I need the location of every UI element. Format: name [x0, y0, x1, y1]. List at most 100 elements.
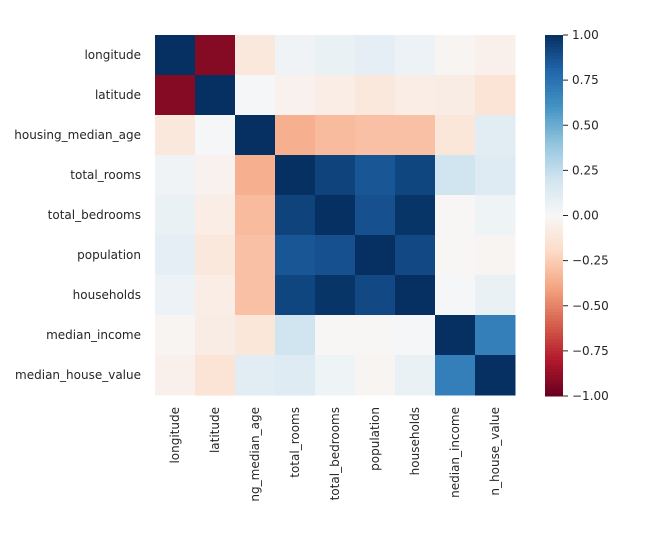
heatmap-cell — [475, 75, 516, 116]
heatmap-cell — [195, 355, 236, 396]
colorbar-segment — [545, 209, 563, 214]
colorbar-segment — [545, 257, 563, 262]
colorbar-tick-label: 0.75 — [572, 73, 599, 87]
colorbar-segment — [545, 353, 563, 358]
heatmap-cell — [355, 275, 396, 316]
colorbar-segment — [545, 344, 563, 349]
colorbar-tick-label: 0.25 — [572, 163, 599, 177]
row-label: latitude — [95, 88, 141, 102]
heatmap-cell — [235, 115, 276, 156]
colorbar-segment — [545, 374, 563, 379]
colorbar-tick-label: −0.50 — [572, 299, 609, 313]
column-label: total_bedrooms — [328, 407, 342, 500]
colorbar-segment — [545, 35, 563, 39]
heatmap-cell — [195, 35, 236, 76]
heatmap-cell — [475, 115, 516, 156]
colorbar-segment — [545, 89, 563, 93]
colorbar-segment — [545, 302, 563, 307]
heatmap-cell — [355, 315, 396, 356]
colorbar-segment — [545, 140, 563, 144]
colorbar-segment — [545, 113, 563, 117]
colorbar-segment — [545, 365, 563, 370]
colorbar-segment — [545, 386, 563, 391]
heatmap-cell — [275, 235, 316, 276]
colorbar-segment — [545, 380, 563, 385]
heatmap-cell — [395, 355, 436, 396]
colorbar-segment — [545, 317, 563, 322]
colorbar-segment — [545, 215, 563, 220]
colorbar-segment — [545, 281, 563, 286]
column-label: total_rooms — [288, 407, 302, 478]
colorbar-segment — [545, 191, 563, 196]
colorbar-segment — [545, 251, 563, 256]
column-label: households — [408, 407, 422, 475]
heatmap-cell — [435, 275, 476, 316]
colorbar-segment — [545, 329, 563, 334]
colorbar-segment — [545, 269, 563, 274]
heatmap-cell — [435, 315, 476, 356]
colorbar-ticks: 1.00 0.75 0.50 0.25 0.00 −0.25 −0.50 −0.75 −1.00 — [563, 28, 609, 403]
colorbar-segment — [545, 92, 563, 96]
heatmap-cell — [315, 35, 356, 76]
heatmap-cell — [475, 235, 516, 276]
heatmap-cell — [195, 75, 236, 116]
heatmap-cell — [315, 75, 356, 116]
colorbar-segment — [545, 176, 563, 180]
heatmap-cell — [155, 35, 196, 76]
colorbar-segment — [545, 104, 563, 108]
heatmap-cell — [395, 115, 436, 156]
colorbar-segment — [545, 47, 563, 51]
colorbar-segment — [545, 137, 563, 141]
colorbar-segment — [545, 248, 563, 253]
column-label: nedian_income — [448, 407, 462, 498]
colorbar-segment — [545, 203, 563, 208]
colorbar-segment — [545, 260, 563, 265]
heatmap-cell — [195, 235, 236, 276]
colorbar-tick-label: −0.25 — [572, 254, 609, 268]
colorbar-segment — [545, 284, 563, 289]
heatmap-cell — [235, 315, 276, 356]
colorbar-segment — [545, 323, 563, 328]
colorbar-segment — [545, 239, 563, 244]
heatmap-cell — [275, 155, 316, 196]
colorbar-segment — [545, 86, 563, 90]
heatmap-cell — [235, 235, 276, 276]
colorbar-segment — [545, 152, 563, 156]
heatmap-cell — [155, 75, 196, 116]
heatmap-cell — [475, 275, 516, 316]
colorbar-segment — [545, 59, 563, 63]
heatmap-cell — [355, 35, 396, 76]
colorbar-segment — [545, 230, 563, 235]
colorbar-segment — [545, 212, 563, 217]
heatmap-cell — [475, 155, 516, 196]
colorbar-segment — [545, 221, 563, 226]
column-labels: longitude latitude ng_median_age total_room… — [168, 407, 502, 502]
heatmap-cell — [155, 115, 196, 156]
colorbar-segment — [545, 146, 563, 150]
colorbar-segment — [545, 278, 563, 283]
column-label: longitude — [168, 407, 182, 464]
heatmap-cell — [395, 35, 436, 76]
heatmap-cell — [435, 35, 476, 76]
heatmap-cell — [355, 115, 396, 156]
colorbar-segment — [545, 305, 563, 310]
heatmap-cell — [475, 355, 516, 396]
colorbar-segment — [545, 167, 563, 171]
colorbar-segment — [545, 347, 563, 352]
colorbar-segment — [545, 293, 563, 298]
column-label: latitude — [208, 407, 222, 453]
colorbar-segment — [545, 389, 563, 394]
colorbar-segment — [545, 206, 563, 211]
colorbar-segment — [545, 266, 563, 271]
heatmap-cell — [155, 355, 196, 396]
heatmap-cell — [315, 235, 356, 276]
colorbar-segment — [545, 173, 563, 177]
row-label: total_rooms — [70, 168, 141, 182]
colorbar-segment — [545, 233, 563, 238]
colorbar-segment — [545, 101, 563, 105]
heatmap-cell — [235, 35, 276, 76]
colorbar-segment — [545, 227, 563, 232]
colorbar-segment — [545, 314, 563, 319]
heatmap-cell — [435, 155, 476, 196]
